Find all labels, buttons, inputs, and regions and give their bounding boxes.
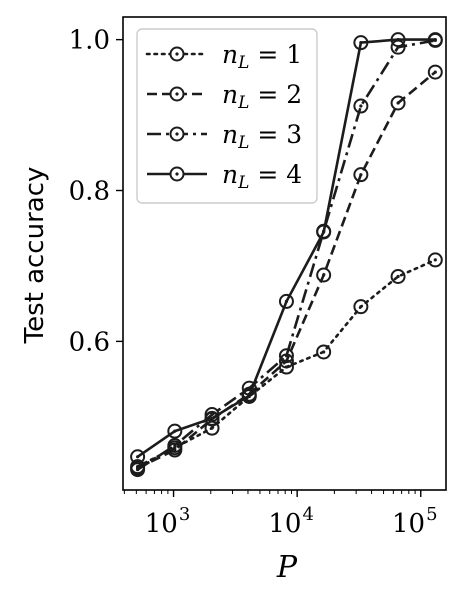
plot-frame: [122, 16, 447, 491]
x-tick-base: 10: [145, 509, 178, 539]
legend-label-sub: L: [237, 173, 249, 193]
data-point: [353, 167, 369, 183]
data-point-center: [322, 273, 326, 277]
data-point: [204, 410, 220, 426]
legend-entry: nL = 2: [147, 80, 302, 113]
legend-label-sub: L: [237, 93, 249, 113]
x-tick-exponent: 5: [426, 504, 437, 525]
legend-label-sub: L: [237, 53, 249, 73]
data-point: [353, 299, 369, 315]
x-tick-exponent: 3: [179, 504, 190, 525]
legend-label: nL = 1: [222, 40, 302, 73]
data-point-center: [173, 448, 177, 452]
data-point-center: [136, 468, 140, 472]
legend-label-var: n: [222, 80, 238, 109]
y-tick-label: 0.6: [69, 327, 110, 357]
legend-entry: nL = 3: [147, 120, 302, 153]
y-tick-label: 1.0: [69, 26, 110, 56]
x-tick-base: 10: [268, 509, 301, 539]
data-point-center: [359, 305, 363, 309]
series-4: [130, 32, 443, 465]
data-point-center: [396, 101, 400, 105]
data-point: [241, 388, 257, 404]
x-tick-exponent: 4: [302, 504, 313, 525]
series-layer: [130, 32, 443, 478]
data-point-center: [136, 455, 140, 459]
legend-entry: nL = 1: [145, 40, 302, 73]
data-point: [167, 423, 183, 439]
data-point-center: [210, 416, 214, 420]
legend-entry: nL = 4: [147, 160, 302, 193]
x-tick-label: 104: [268, 504, 314, 539]
x-tick-label: 103: [145, 504, 191, 539]
legend-label: nL = 2: [222, 80, 302, 113]
legend-marker-center: [175, 172, 179, 176]
data-point: [316, 224, 332, 240]
legend-label-value: = 2: [257, 80, 302, 109]
data-point: [427, 252, 443, 268]
data-point-center: [396, 38, 400, 42]
data-point: [427, 32, 443, 48]
data-point: [353, 98, 369, 114]
legend-marker-center: [175, 92, 179, 96]
legend-label-sub: L: [237, 133, 249, 153]
data-point-center: [359, 173, 363, 177]
data-point: [316, 344, 332, 360]
data-point-center: [322, 350, 326, 354]
legend-label-var: n: [222, 40, 238, 69]
data-point: [390, 269, 406, 285]
data-point-center: [396, 274, 400, 279]
data-point-center: [359, 104, 363, 108]
data-point-center: [284, 354, 289, 358]
data-point: [390, 95, 406, 111]
data-point-center: [284, 299, 289, 304]
series-line: [136, 39, 436, 471]
data-point-center: [173, 429, 177, 433]
data-point-center: [173, 443, 177, 448]
data-point: [130, 449, 146, 465]
legend-box: [136, 28, 318, 204]
data-point-center: [173, 446, 177, 450]
data-point: [278, 293, 294, 309]
axes-frame: [122, 16, 447, 491]
data-point-center: [210, 426, 214, 430]
data-point-center: [433, 38, 437, 42]
legend-label: nL = 4: [222, 160, 302, 193]
data-point: [353, 35, 369, 51]
legend-label-var: n: [222, 160, 238, 189]
y-tick-label: 0.8: [69, 177, 110, 207]
legend: nL = 1nL = 2nL = 3nL = 4: [136, 28, 318, 204]
y-axis-label: Test accuracy: [20, 167, 50, 345]
x-tick-label: 105: [392, 504, 438, 539]
legend-label-value: = 1: [257, 40, 302, 69]
legend-marker-center: [175, 132, 179, 136]
data-point: [278, 348, 294, 364]
data-point: [167, 437, 183, 453]
legend-label: nL = 3: [222, 120, 302, 153]
data-point-center: [210, 412, 214, 417]
x-axis-label: P: [276, 550, 298, 585]
data-point-center: [359, 41, 363, 45]
data-point-center: [433, 258, 437, 262]
data-point: [390, 32, 406, 48]
data-point-center: [247, 394, 251, 398]
legend-marker-center: [175, 52, 179, 56]
data-point-center: [433, 70, 437, 74]
legend-label-value: = 4: [257, 160, 302, 189]
legend-label-var: n: [222, 120, 238, 149]
data-point: [427, 64, 443, 80]
legend-label-value: = 3: [257, 120, 302, 149]
x-tick-base: 10: [392, 509, 425, 539]
data-point-center: [322, 230, 326, 234]
data-point: [316, 267, 332, 283]
